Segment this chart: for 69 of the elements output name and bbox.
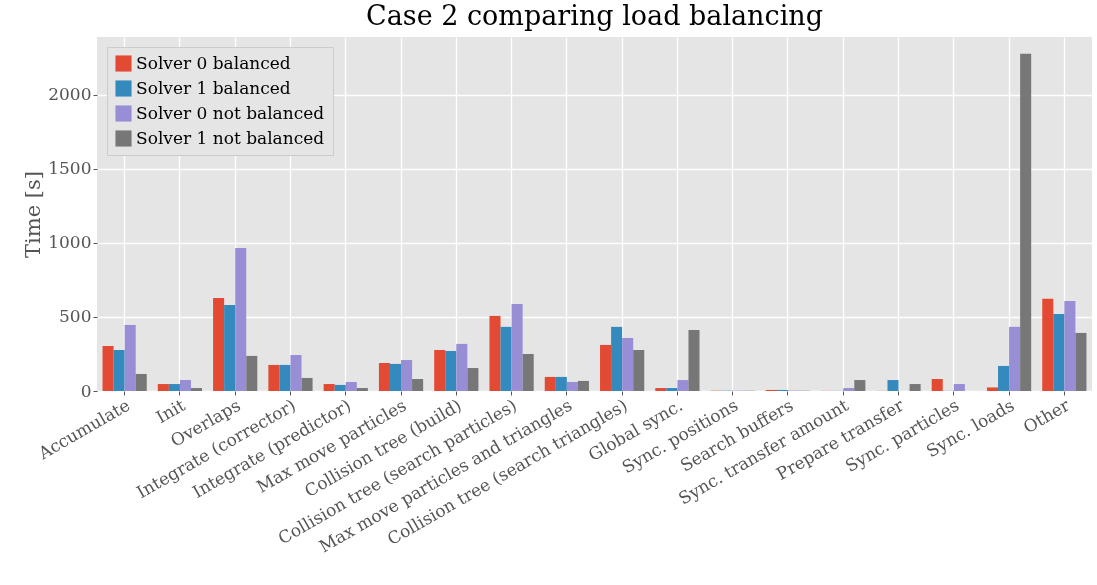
y-tick-label: 500 <box>59 306 92 327</box>
bar <box>887 380 899 391</box>
y-tick-label: 1500 <box>48 158 92 179</box>
bar <box>467 368 479 391</box>
bar <box>190 388 203 391</box>
bar <box>953 384 965 391</box>
bar <box>677 380 689 391</box>
bar <box>246 355 258 391</box>
y-tick-label: 0 <box>80 380 92 401</box>
bar <box>1064 300 1076 391</box>
bar <box>522 353 534 391</box>
bar <box>566 381 578 391</box>
bar <box>688 329 700 391</box>
bar <box>412 379 424 391</box>
bar <box>854 380 866 391</box>
bar <box>577 380 589 391</box>
bar <box>909 384 921 391</box>
legend-label: Solver 0 not balanced <box>136 102 325 123</box>
bar <box>511 303 523 391</box>
legend-label: Solver 0 balanced <box>136 52 291 73</box>
bar <box>168 384 180 391</box>
y-axis-title: Time [s] <box>21 171 46 258</box>
bar <box>434 349 446 391</box>
bar <box>213 297 225 391</box>
bar <box>179 380 191 391</box>
bar <box>135 373 147 391</box>
bar <box>555 376 567 391</box>
bar <box>268 364 280 391</box>
bar <box>124 324 136 391</box>
bar <box>1042 298 1054 391</box>
bar <box>224 304 236 391</box>
bar <box>456 343 468 391</box>
bar <box>290 355 302 391</box>
bar <box>157 384 169 391</box>
bar <box>622 337 634 391</box>
bar <box>843 388 855 391</box>
bar <box>1075 332 1087 391</box>
y-tick-label: 1000 <box>48 232 92 253</box>
bar <box>500 326 512 391</box>
bar <box>1020 53 1032 391</box>
bar <box>345 381 357 391</box>
bar <box>389 363 402 391</box>
bar <box>279 364 291 391</box>
bar <box>666 388 678 391</box>
legend-label: Solver 1 balanced <box>136 77 291 98</box>
legend-label: Solver 1 not balanced <box>136 127 325 148</box>
bar <box>378 363 390 391</box>
bar <box>1053 313 1065 391</box>
bar <box>235 247 247 391</box>
bar <box>633 349 645 391</box>
bar <box>1009 326 1021 391</box>
bar <box>301 377 313 391</box>
bar <box>113 349 125 391</box>
bar <box>611 326 623 391</box>
bar <box>356 388 368 391</box>
bar <box>655 388 667 391</box>
bar <box>102 345 114 391</box>
bar <box>931 379 943 391</box>
chart-title: Case 2 comparing load balancing <box>366 0 823 31</box>
y-tick-label: 2000 <box>48 84 92 105</box>
bar <box>489 315 501 391</box>
bar <box>600 344 612 391</box>
bar <box>323 384 335 391</box>
bar <box>998 365 1010 391</box>
bar <box>986 387 999 391</box>
bar <box>334 384 346 391</box>
bar <box>401 360 413 391</box>
bar <box>544 376 556 391</box>
bar <box>445 351 457 391</box>
